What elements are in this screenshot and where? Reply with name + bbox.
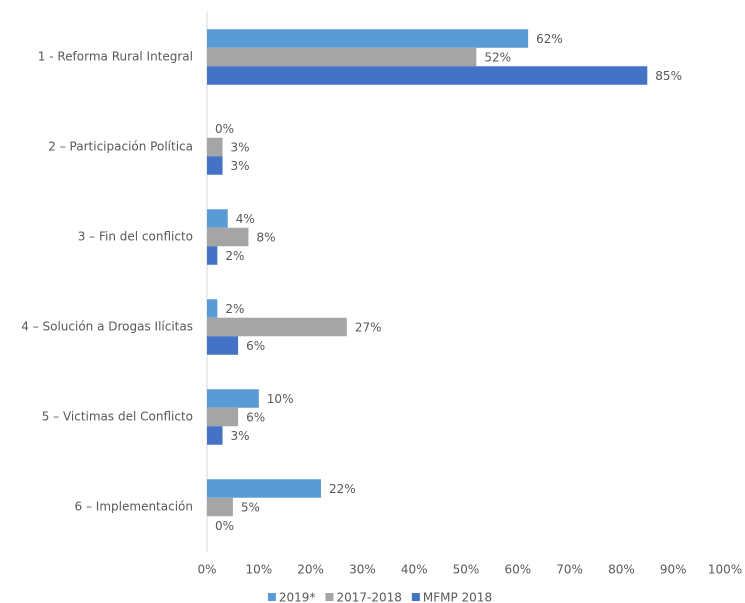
category-label: 1 - Reforma Rural Integral [38, 50, 193, 64]
bar [207, 29, 529, 48]
value-label: 22% [329, 482, 356, 496]
bar [207, 66, 648, 85]
x-tick-label: 10% [245, 563, 272, 577]
value-label: 6% [246, 339, 265, 353]
category-label: 2 – Participación Política [48, 140, 193, 154]
legend-label: 2019* [279, 591, 316, 603]
bar [207, 336, 239, 355]
x-tick-label: 100% [708, 563, 742, 577]
bar [207, 156, 223, 175]
bar [207, 246, 218, 265]
bar [207, 479, 321, 498]
value-label: 52% [484, 51, 511, 65]
legend-swatch [325, 593, 334, 601]
value-label: 8% [256, 231, 275, 245]
x-tick-label: 50% [453, 563, 480, 577]
value-label: 27% [355, 321, 382, 335]
category-label: 6 – Implementación [75, 500, 193, 514]
value-label: 3% [231, 159, 250, 173]
x-tick-label: 20% [297, 563, 324, 577]
value-label: 5% [241, 501, 260, 515]
legend-swatch [411, 593, 420, 601]
x-tick-label: 80% [608, 563, 635, 577]
x-tick-label: 70% [556, 563, 583, 577]
bar [207, 299, 218, 318]
x-tick-label: 30% [349, 563, 376, 577]
value-label: 2% [225, 302, 244, 316]
value-label: 0% [215, 519, 234, 533]
value-label: 10% [267, 392, 294, 406]
bar [207, 407, 239, 427]
bar [207, 47, 477, 67]
category-label: 3 – Fin del conflicto [78, 230, 193, 244]
bar [207, 497, 233, 517]
x-tick-label: 90% [660, 563, 687, 577]
legend-label: 2017-2018 [336, 591, 401, 603]
legend-swatch [267, 593, 276, 601]
bar [207, 426, 223, 445]
value-label: 0% [215, 122, 234, 136]
bar [207, 209, 228, 228]
legend-label: MFMP 2018 [423, 591, 492, 603]
value-label: 62% [536, 32, 563, 46]
bar [207, 317, 347, 337]
bar [207, 137, 223, 157]
value-label: 85% [655, 69, 682, 83]
value-label: 3% [231, 141, 250, 155]
value-label: 3% [231, 429, 250, 443]
value-label: 4% [236, 212, 255, 226]
x-tick-label: 60% [504, 563, 531, 577]
category-label: 5 – Victimas del Conflicto [42, 410, 193, 424]
category-label: 4 – Solución a Drogas Ilícitas [21, 320, 193, 334]
bar [207, 389, 259, 408]
bar [207, 227, 249, 247]
value-label: 2% [225, 249, 244, 263]
value-label: 6% [246, 411, 265, 425]
x-tick-label: 40% [401, 563, 428, 577]
x-tick-label: 0% [197, 563, 216, 577]
